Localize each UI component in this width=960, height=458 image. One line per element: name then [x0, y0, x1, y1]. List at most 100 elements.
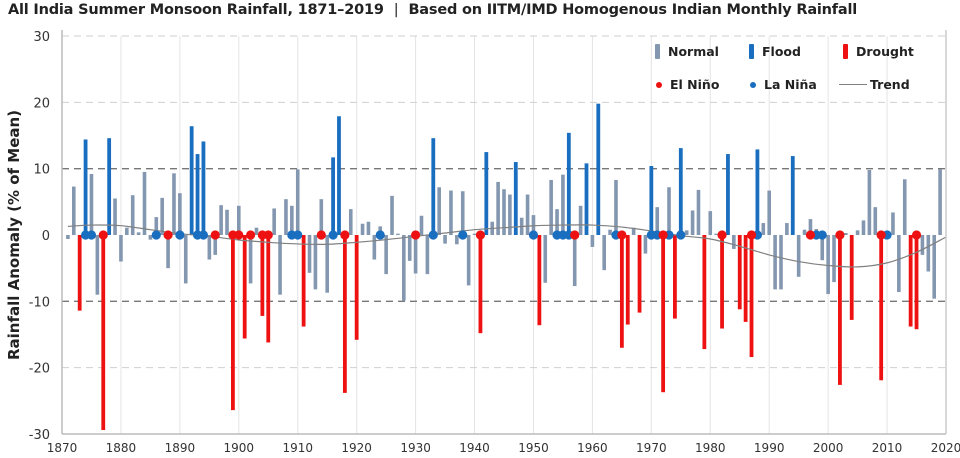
x-tick-label: 2010 [872, 441, 903, 455]
drought-bar-1918 [342, 235, 347, 393]
enso-dots [80, 230, 922, 240]
normal-bar-1925 [384, 235, 388, 275]
el-nino-dot-1965 [617, 230, 627, 240]
drought-bar-1968 [637, 235, 642, 313]
normal-bar-1888 [166, 235, 170, 269]
normal-bar-1940 [472, 233, 477, 235]
title-separator: | [393, 2, 399, 18]
normal-bar-1967 [631, 227, 636, 235]
legend-el-nino-label: El Niño [670, 77, 720, 92]
trend-line [67, 224, 947, 268]
el-nino-dot-2009 [876, 230, 886, 240]
legend-el-nino: El Niño [656, 77, 719, 92]
flood-bar-1874 [83, 139, 88, 235]
title-main: All India Summer Monsoon Rainfall, 1871–… [8, 2, 384, 18]
normal-bar-1953 [549, 179, 553, 235]
normal-bar-1937 [455, 235, 459, 245]
normal-bar-1962 [602, 235, 606, 271]
normal-bar-1922 [366, 221, 371, 235]
normal-bar-2006 [861, 220, 866, 235]
drought-bar-1905 [266, 235, 271, 343]
el-nino-dot-1877 [98, 230, 108, 240]
y-tick-label: 0 [42, 229, 50, 244]
x-tick-label: 1870 [47, 441, 78, 455]
x-tick-label: 1920 [341, 441, 372, 455]
el-nino-dot-1941 [475, 230, 486, 240]
normal-bar-1912 [307, 235, 312, 273]
la-nina-dot-1910 [293, 230, 303, 240]
normal-bar-1944 [496, 181, 500, 235]
y-tick-label: -30 [29, 428, 50, 443]
normal-bar-2017 [926, 235, 931, 272]
flood-bar-1983 [726, 154, 730, 235]
normal-bar-1895 [207, 235, 212, 260]
x-tick-label: 1880 [106, 441, 137, 455]
normal-bar-1926 [390, 195, 394, 235]
el-nino-dot-2015 [911, 230, 922, 240]
el-nino-dot-1896 [210, 230, 220, 240]
normal-bar-2008 [873, 207, 878, 235]
x-tick-label: 1930 [400, 441, 431, 455]
legend-drought-label: Drought [856, 44, 914, 59]
normal-bar-1990 [767, 190, 771, 235]
x-tick-label: 2020 [931, 441, 960, 455]
la-nina-dot-1890 [175, 230, 185, 240]
x-tick-label: 1970 [636, 441, 667, 455]
la-nina-dot-1938 [458, 230, 468, 240]
flood-bar-1947 [513, 162, 518, 235]
legend-flood: Flood [749, 44, 801, 59]
legend-normal-label: Normal [668, 44, 719, 59]
x-tick-label: 1940 [459, 441, 490, 455]
normal-swatch-icon [655, 44, 660, 59]
normal-bar-1949 [525, 194, 530, 235]
la-nina-dot-1886 [151, 230, 161, 240]
drought-bar-2014 [908, 235, 913, 327]
y-axis-label: Rainfall Anomaly (% of Mean) [5, 110, 23, 360]
normal-bar-1881 [125, 227, 129, 235]
normal-bar-2018 [932, 235, 937, 299]
y-tick-label: 20 [33, 96, 50, 111]
flood-bar-1961 [596, 103, 601, 235]
normal-bar-1908 [284, 199, 288, 235]
flood-bar-1942 [484, 152, 489, 235]
normal-bar-1871 [66, 235, 70, 239]
normal-bar-1996 [802, 229, 807, 235]
legend-la-nina-label: La Niña [764, 77, 817, 92]
normal-bar-1929 [407, 235, 412, 261]
normal-bar-1960 [590, 235, 595, 247]
flood-bar-1894 [201, 141, 206, 235]
legend-normal: Normal [655, 44, 719, 59]
normal-bar-1876 [95, 235, 100, 295]
el-nino-dot-1997 [805, 230, 816, 240]
normal-bar-1969 [643, 235, 648, 254]
drought-bar-1920 [354, 235, 359, 340]
el-nino-dot-1914 [316, 230, 326, 240]
x-tick-label: 1990 [754, 441, 785, 455]
normal-bar-1957 [572, 235, 577, 287]
normal-bar-1900 [237, 205, 241, 235]
normal-bar-1897 [219, 205, 223, 235]
drought-bar-1965 [619, 235, 624, 348]
normal-bar-2003 [844, 233, 848, 235]
bars [66, 103, 942, 431]
normal-bar-1977 [690, 210, 695, 235]
x-tick-label: 1960 [577, 441, 608, 455]
normal-bar-2005 [855, 230, 860, 235]
normal-bar-1886 [154, 217, 159, 235]
normal-bar-1950 [531, 215, 536, 235]
el-nino-dot-1900 [234, 230, 244, 240]
normal-bar-1946 [508, 194, 512, 235]
normal-bar-1992 [779, 235, 783, 290]
normal-bar-1936 [449, 190, 453, 235]
normal-bar-1896 [213, 235, 218, 255]
normal-bar-1915 [325, 235, 329, 293]
drought-bar-1972 [661, 235, 666, 393]
normal-bar-1913 [313, 235, 318, 290]
normal-bar-1955 [561, 174, 565, 235]
chart-title: All India Summer Monsoon Rainfall, 1871–… [8, 2, 857, 18]
normal-bar-1890 [178, 193, 182, 235]
trend-line-group [67, 224, 947, 268]
legend-la-nina: La Niña [750, 77, 817, 92]
normal-bar-1993 [785, 223, 789, 235]
